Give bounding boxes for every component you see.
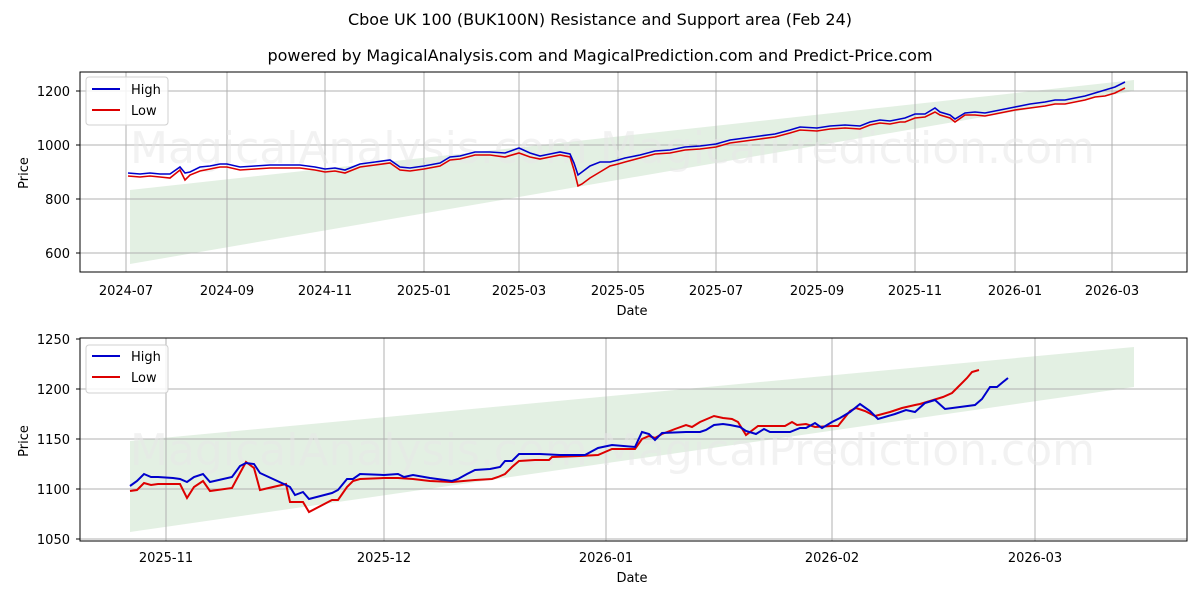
bottom-ytick-1100: 1100 bbox=[37, 483, 70, 498]
bottom-xtick: 2025-11 bbox=[139, 551, 193, 566]
top-chart: MagicalAnalysis.com MagicalPrediction.co… bbox=[17, 71, 1188, 319]
bottom-legend: High Low bbox=[85, 344, 169, 394]
bottom-x-axis-label: Date bbox=[616, 571, 647, 586]
watermark-magicalprediction: MagicalPrediction.com bbox=[600, 425, 1095, 476]
bottom-ytick-1200: 1200 bbox=[37, 383, 70, 398]
top-tick-marks bbox=[76, 90, 80, 254]
top-legend: High Low bbox=[85, 76, 169, 126]
bottom-xtick: 2026-02 bbox=[805, 551, 859, 566]
top-xtick: 2025-09 bbox=[790, 284, 844, 299]
top-axes-frame bbox=[79, 71, 1188, 273]
top-xtick: 2025-03 bbox=[492, 284, 546, 299]
top-xtick: 2025-07 bbox=[689, 284, 743, 299]
top-xtick: 2026-03 bbox=[1085, 284, 1139, 299]
top-xtick: 2025-11 bbox=[888, 284, 942, 299]
top-ytick-1200: 1200 bbox=[37, 85, 70, 100]
top-high-line bbox=[127, 81, 1126, 177]
bottom-xtick: 2025-12 bbox=[357, 551, 411, 566]
top-x-axis-label: Date bbox=[616, 304, 647, 319]
watermark-magicalanalysis: MagicalAnalysis.com bbox=[130, 425, 588, 476]
watermark-magicalanalysis: MagicalAnalysis.com bbox=[130, 123, 588, 174]
bottom-tick-marks bbox=[76, 338, 80, 540]
bottom-ytick-1050: 1050 bbox=[37, 533, 70, 548]
bottom-x-ticks: 2025-11 2025-12 2026-01 2026-02 2026-03 bbox=[139, 551, 1062, 566]
legend-low-label: Low bbox=[131, 104, 157, 119]
top-xtick: 2026-01 bbox=[988, 284, 1042, 299]
top-ytick-800: 800 bbox=[45, 193, 70, 208]
bottom-ytick-1250: 1250 bbox=[37, 333, 70, 348]
bottom-chart: MagicalAnalysis.com MagicalPrediction.co… bbox=[17, 333, 1188, 586]
bottom-y-ticks: 1250 1200 1150 1100 1050 bbox=[37, 333, 70, 548]
top-xtick: 2025-01 bbox=[397, 284, 451, 299]
top-xtick: 2024-11 bbox=[298, 284, 352, 299]
bottom-xtick: 2026-01 bbox=[579, 551, 633, 566]
chart-title: Cboe UK 100 (BUK100N) Resistance and Sup… bbox=[347, 10, 853, 29]
top-ytick-600: 600 bbox=[45, 247, 70, 262]
top-y-axis-label: Price bbox=[17, 157, 32, 189]
bottom-ytick-1150: 1150 bbox=[37, 433, 70, 448]
watermark-magicalprediction: MagicalPrediction.com bbox=[600, 123, 1095, 174]
chart-subtitle: powered by MagicalAnalysis.com and Magic… bbox=[267, 46, 933, 65]
top-ytick-1000: 1000 bbox=[37, 139, 70, 154]
top-xtick: 2024-09 bbox=[200, 284, 254, 299]
bottom-xtick: 2026-03 bbox=[1008, 551, 1062, 566]
bottom-y-axis-label: Price bbox=[17, 425, 32, 457]
top-x-ticks: 2024-07 2024-09 2024-11 2025-01 2025-03 … bbox=[99, 284, 1139, 299]
bottom-high-line bbox=[129, 377, 1009, 501]
top-low-line bbox=[127, 87, 1126, 188]
top-grid bbox=[80, 72, 1187, 272]
legend-high-label: High bbox=[131, 350, 161, 365]
top-xtick: 2024-07 bbox=[99, 284, 153, 299]
top-support-band bbox=[130, 80, 1134, 264]
top-xtick: 2025-05 bbox=[591, 284, 645, 299]
legend-low-label: Low bbox=[131, 371, 157, 386]
top-y-ticks: 1200 1000 800 600 bbox=[37, 85, 70, 262]
legend-high-label: High bbox=[131, 83, 161, 98]
